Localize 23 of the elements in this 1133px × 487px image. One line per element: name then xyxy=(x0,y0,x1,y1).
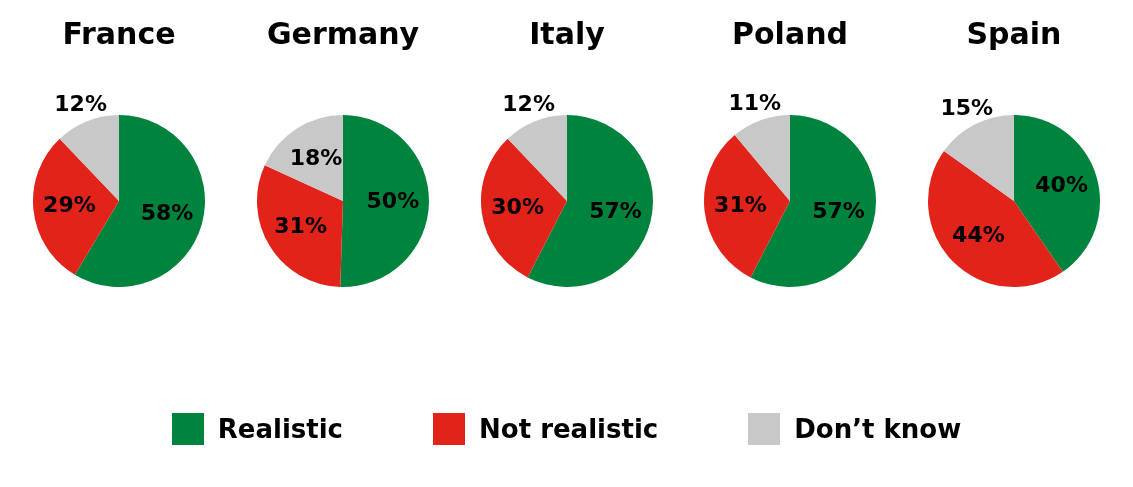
data-label: 57% xyxy=(588,198,642,224)
legend-label: Not realistic xyxy=(479,414,659,444)
data-label: 18% xyxy=(289,144,343,170)
data-label: 12% xyxy=(501,90,555,116)
data-label: 40% xyxy=(1035,171,1088,197)
data-label: 44% xyxy=(952,221,1005,247)
chart-title: France xyxy=(62,15,176,51)
legend-label: Realistic xyxy=(217,414,344,444)
data-label: 50% xyxy=(366,187,419,213)
data-label: 30% xyxy=(490,193,544,219)
data-label: 57% xyxy=(812,198,866,224)
data-label: 29% xyxy=(43,192,96,218)
data-label: 11% xyxy=(728,89,782,115)
data-label: 58% xyxy=(140,200,194,226)
data-label: 12% xyxy=(54,90,107,116)
legend-label: Don’t know xyxy=(794,414,962,444)
chart-title: Italy xyxy=(528,15,605,51)
chart-title: Germany xyxy=(266,15,420,51)
chart-title: Poland xyxy=(732,15,849,51)
data-label: 31% xyxy=(274,213,327,239)
data-label: 15% xyxy=(940,94,994,120)
chart-title: Spain xyxy=(966,15,1062,51)
data-label: 31% xyxy=(714,192,768,218)
